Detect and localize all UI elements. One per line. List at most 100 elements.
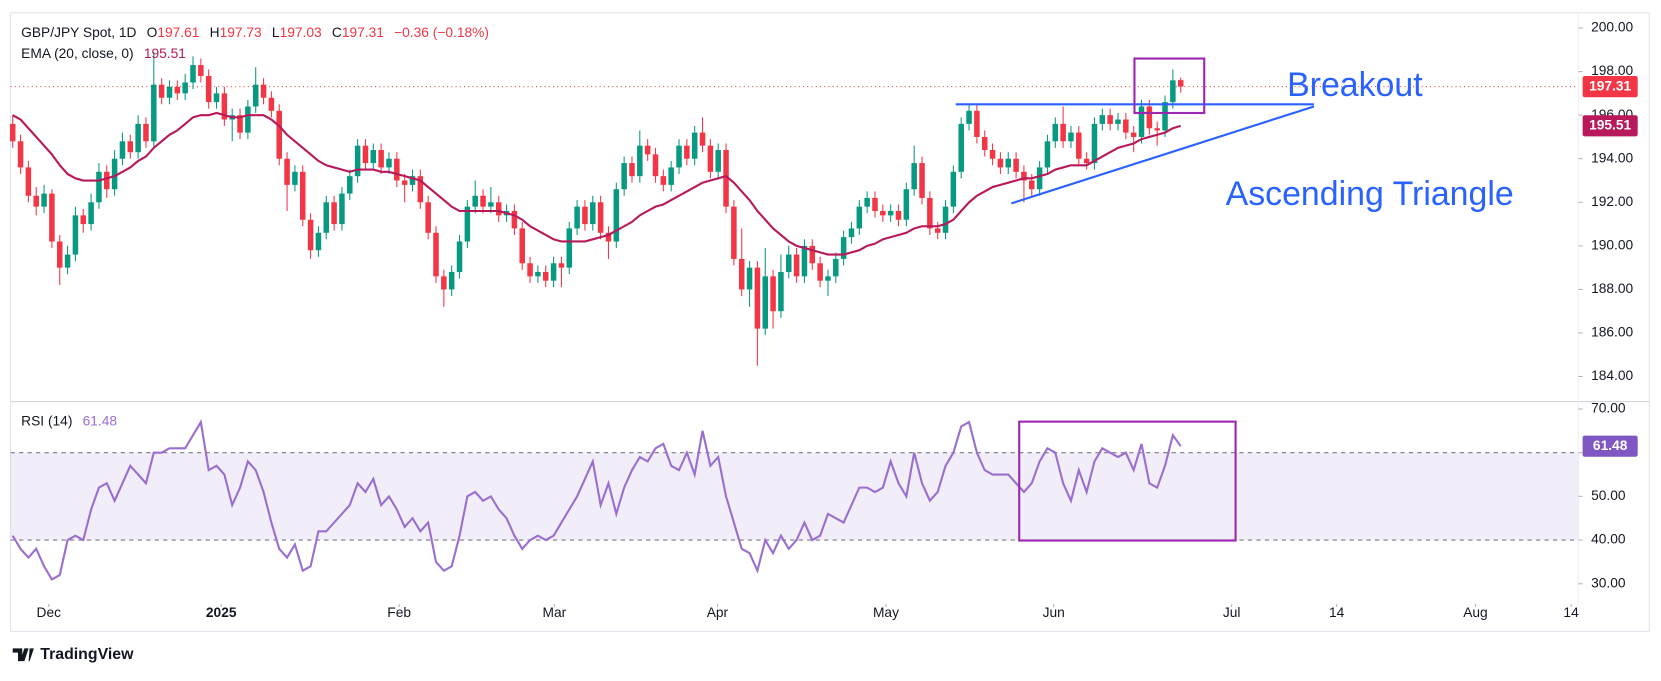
candle-body bbox=[347, 176, 353, 194]
candle-body bbox=[825, 276, 831, 281]
candle-body bbox=[378, 150, 384, 168]
symbol: GBP/JPY Spot, 1D bbox=[21, 25, 136, 40]
ema-badge-bg bbox=[1582, 115, 1638, 137]
candle-body bbox=[17, 141, 24, 168]
candle-body bbox=[339, 193, 345, 225]
x-tick-label: Jul bbox=[1223, 605, 1241, 620]
candle-body bbox=[731, 206, 737, 259]
x-tick-label: 14 bbox=[1329, 605, 1345, 620]
y-tick-label: 184.00 bbox=[1591, 368, 1633, 383]
candle-body bbox=[762, 276, 768, 329]
candle-body bbox=[974, 110, 980, 137]
candle-body bbox=[495, 202, 502, 216]
candle-body bbox=[707, 145, 714, 172]
candle-body bbox=[629, 163, 635, 177]
rsi-tick-label: 70.00 bbox=[1591, 401, 1626, 416]
logo-mark bbox=[12, 648, 34, 662]
candle-body bbox=[49, 193, 55, 242]
ohlc-label: O bbox=[147, 25, 158, 40]
legend-header: GBP/JPY Spot, 1D O197.61 H197.73 L197.03… bbox=[21, 25, 489, 40]
rsi-tick-label: 50.00 bbox=[1591, 488, 1626, 503]
candle-body bbox=[315, 232, 322, 251]
candle-body bbox=[770, 276, 776, 312]
candle-body bbox=[441, 276, 447, 290]
candle-body bbox=[33, 195, 39, 207]
x-tick-label: Jun bbox=[1043, 605, 1065, 620]
candle-body bbox=[840, 237, 847, 259]
candle-body bbox=[1154, 128, 1160, 131]
candle-body bbox=[527, 263, 533, 277]
candle-body bbox=[1123, 119, 1129, 133]
highlight-box bbox=[1018, 420, 1237, 542]
rsi-value: 61.48 bbox=[83, 413, 118, 428]
candle-body bbox=[605, 232, 612, 242]
ohlc-label: H bbox=[210, 25, 220, 40]
candle-body bbox=[856, 206, 863, 229]
candle-body bbox=[550, 263, 557, 281]
change: −0.36 (−0.18%) bbox=[394, 25, 489, 40]
candle-body bbox=[981, 136, 988, 151]
candle-body bbox=[237, 115, 243, 133]
candle-body bbox=[370, 150, 377, 164]
candle-body bbox=[895, 211, 902, 220]
x-tick-label: Aug bbox=[1463, 605, 1487, 620]
candle-body bbox=[668, 167, 674, 185]
x-tick-label: Dec bbox=[37, 605, 62, 620]
candle-body bbox=[1060, 123, 1066, 142]
candle-body bbox=[166, 86, 173, 98]
candle-body bbox=[464, 206, 471, 242]
candle-body bbox=[723, 150, 729, 207]
candle-body bbox=[425, 202, 431, 233]
candle-body bbox=[691, 132, 698, 159]
candle-body bbox=[848, 228, 855, 238]
ohlc-label: L bbox=[272, 25, 280, 40]
ema-legend: EMA (20, close, 0) 195.51 bbox=[21, 46, 186, 61]
candle-body bbox=[887, 211, 894, 216]
candle-body bbox=[1083, 158, 1090, 164]
candle-body bbox=[401, 180, 408, 185]
candle-body bbox=[817, 263, 823, 281]
candle-body bbox=[1021, 171, 1027, 181]
x-tick-label: Feb bbox=[387, 605, 411, 620]
candle-body bbox=[801, 245, 808, 277]
candle-body bbox=[754, 267, 761, 329]
candle-body bbox=[198, 65, 204, 76]
candle-body bbox=[590, 202, 596, 225]
logo: TradingView bbox=[12, 646, 134, 663]
candle-body bbox=[213, 93, 220, 103]
ohlc-value: 197.31 bbox=[342, 25, 384, 40]
candle-body bbox=[1036, 167, 1043, 190]
rsi-tick-label: 30.00 bbox=[1591, 575, 1626, 590]
candle-body bbox=[660, 176, 667, 185]
x-tick-label: May bbox=[873, 605, 899, 620]
candle-body bbox=[362, 145, 369, 164]
candle-body bbox=[864, 197, 870, 207]
candle-body bbox=[56, 241, 63, 268]
candle-body bbox=[1146, 106, 1153, 129]
candle-body bbox=[80, 215, 87, 225]
candle-body bbox=[911, 163, 917, 190]
candle-body bbox=[456, 241, 463, 272]
candle-body bbox=[25, 167, 32, 196]
candle-body bbox=[621, 163, 627, 190]
price-badge-bg bbox=[1582, 76, 1638, 98]
candle-body bbox=[1099, 115, 1106, 124]
candle-body bbox=[786, 254, 792, 272]
candle-body bbox=[535, 271, 541, 277]
candle-body bbox=[1107, 115, 1113, 124]
candle-body bbox=[1130, 132, 1137, 137]
candle-body bbox=[9, 123, 16, 142]
candle-body bbox=[1115, 119, 1121, 124]
candle-body bbox=[582, 206, 588, 225]
candle-body bbox=[1091, 123, 1098, 164]
candle-body bbox=[1005, 158, 1012, 168]
candle-body bbox=[104, 171, 110, 190]
candle-body bbox=[793, 254, 800, 277]
y-tick-label: 198.00 bbox=[1591, 63, 1633, 78]
candle-body bbox=[746, 267, 753, 290]
candle-body bbox=[488, 202, 494, 207]
candle-body bbox=[872, 197, 878, 212]
candle-body bbox=[472, 195, 478, 207]
rsi-line bbox=[11, 419, 1182, 581]
